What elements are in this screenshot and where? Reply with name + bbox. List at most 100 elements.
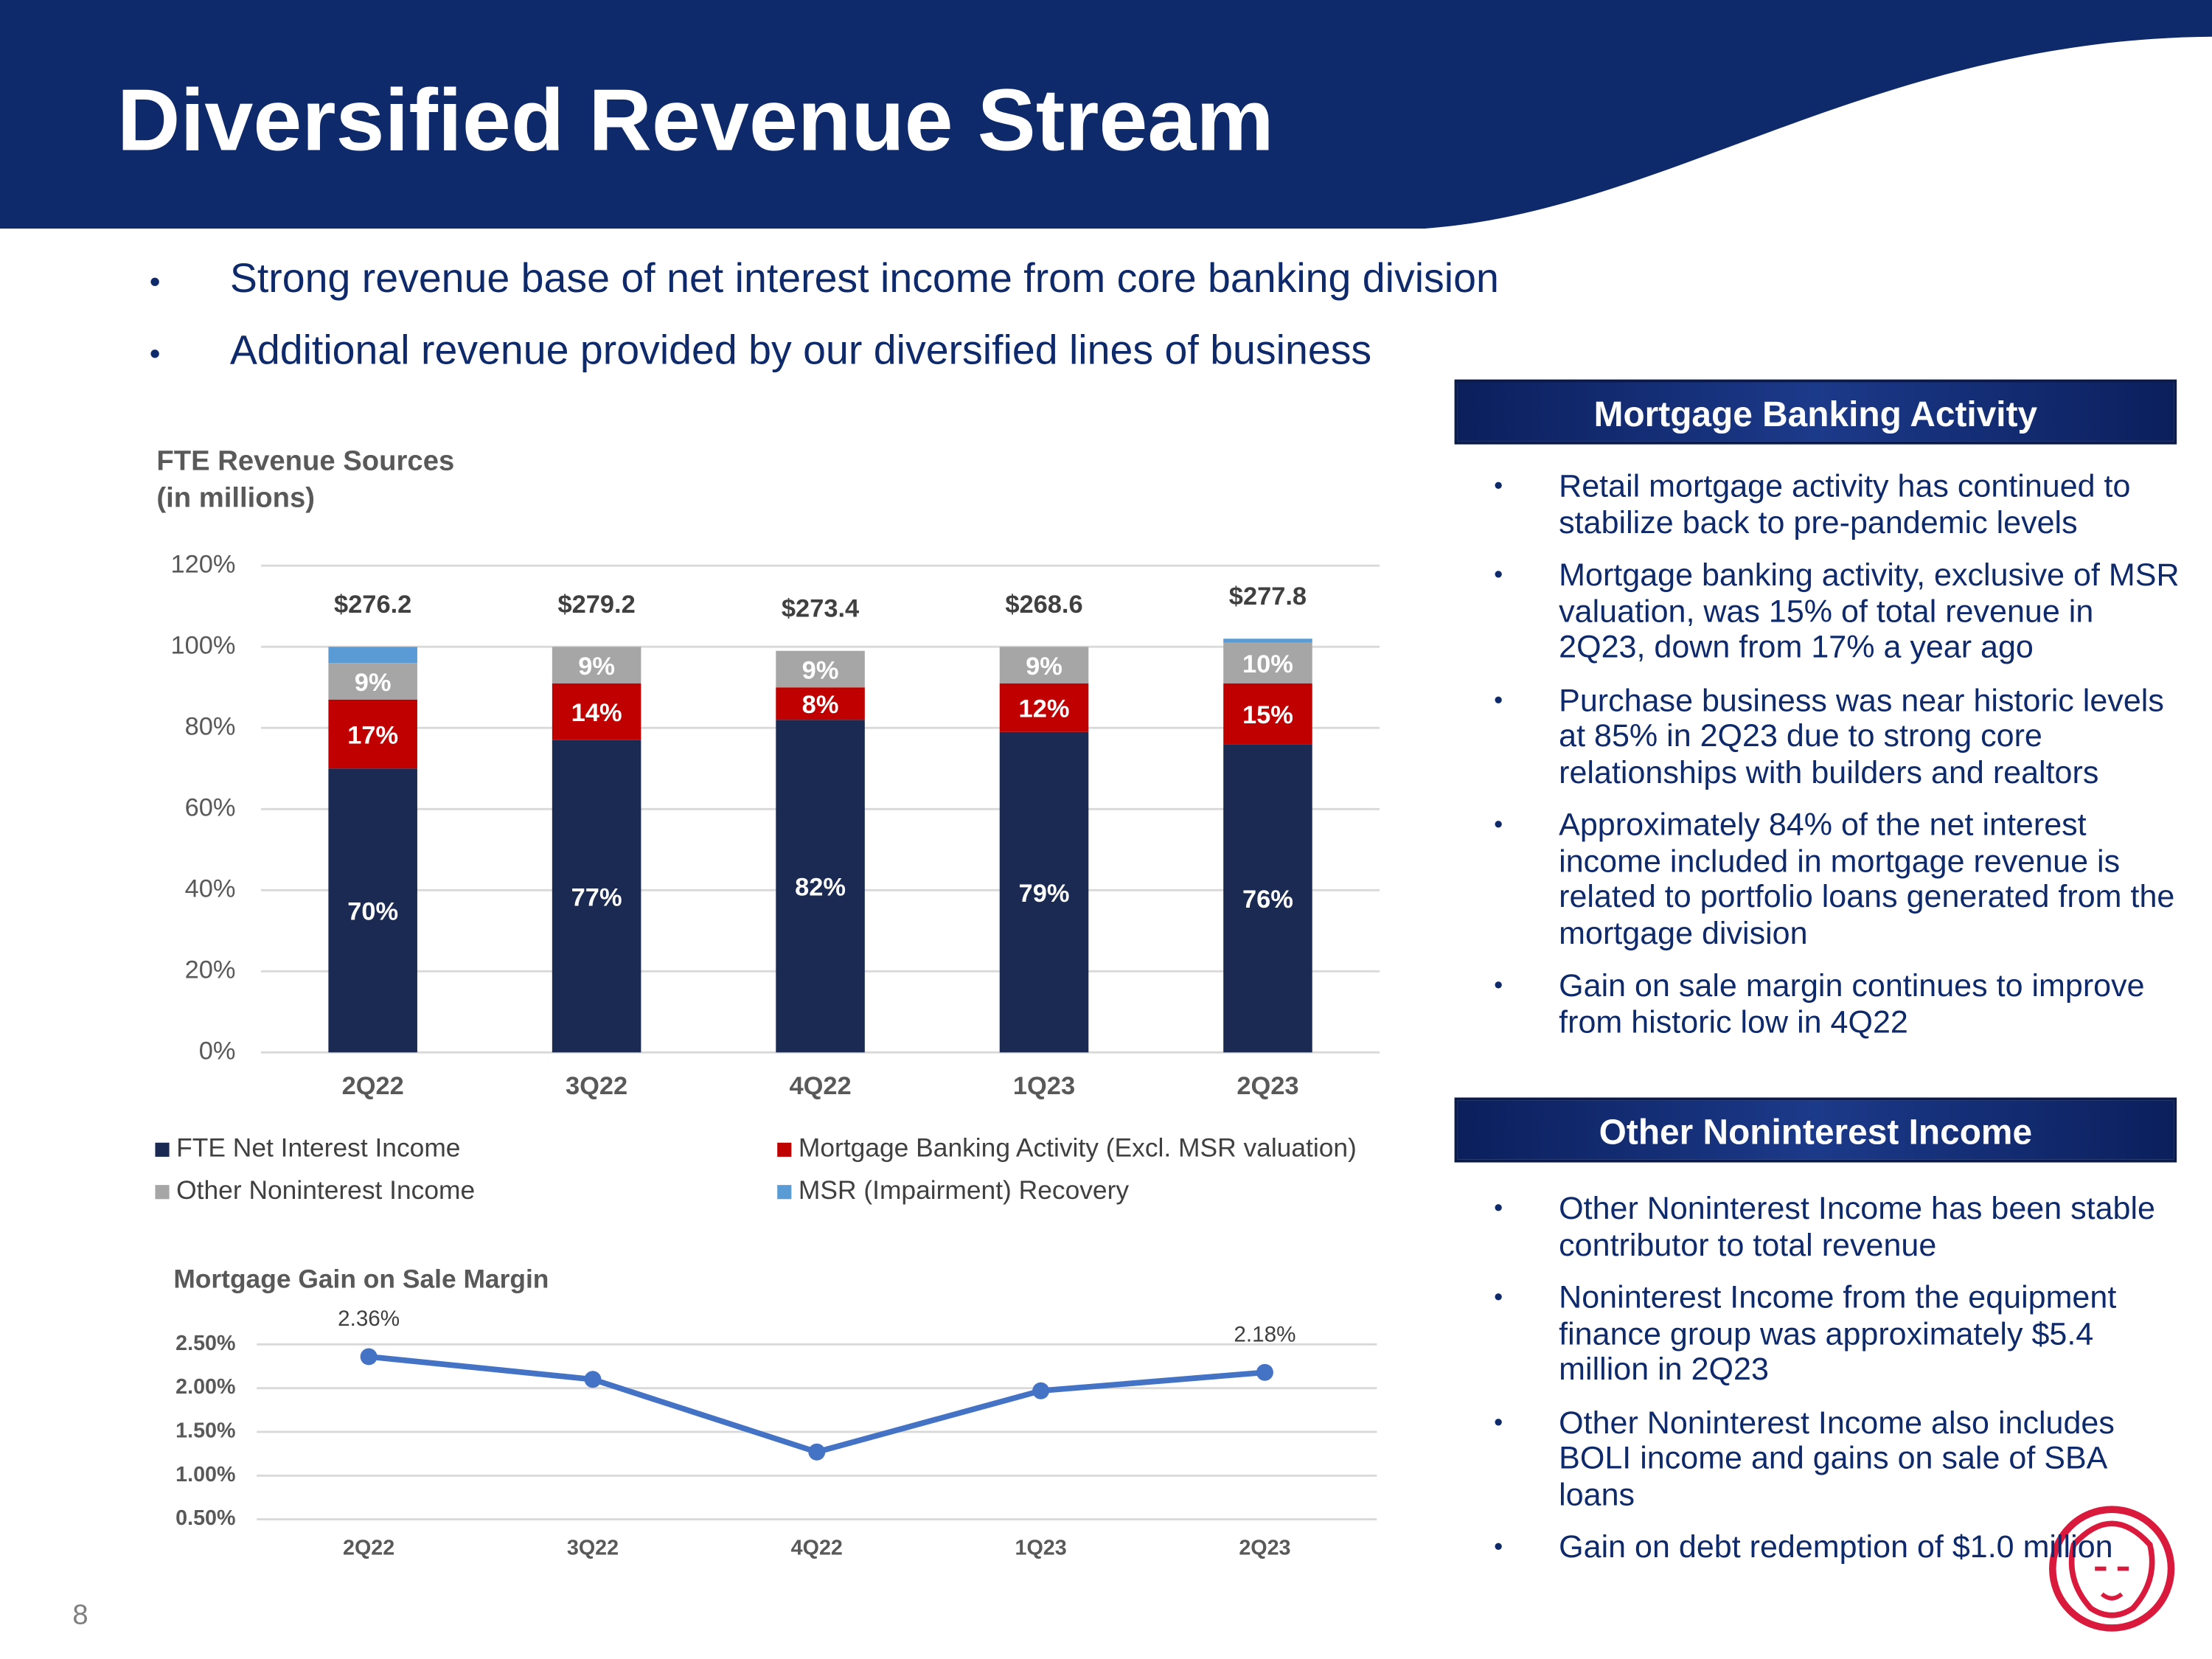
total-label: $268.6 (1005, 591, 1082, 619)
y-tick-label: 0% (199, 1037, 236, 1065)
legend-label: Mortgage Banking Activity (Excl. MSR val… (799, 1134, 1357, 1163)
data-label: 9% (1026, 653, 1062, 681)
y-tick-label: 2.00% (175, 1375, 235, 1399)
page-number: 8 (72, 1599, 88, 1631)
data-label: 14% (571, 699, 622, 727)
total-label: $279.2 (557, 591, 635, 619)
bar-segment (999, 731, 1089, 1053)
line-marker (584, 1371, 602, 1388)
bar-segment (1223, 683, 1312, 745)
x-tick-label: 2Q23 (1239, 1536, 1290, 1559)
data-label: 15% (1242, 701, 1293, 729)
data-label: 79% (1019, 880, 1070, 908)
intro-bullets: • Strong revenue base of net interest inc… (141, 257, 1499, 400)
data-label: 12% (1019, 695, 1070, 723)
bar-segment (328, 663, 417, 700)
bullet-dot: • (1494, 970, 1503, 999)
total-label: $273.4 (782, 594, 859, 622)
bullet-text: Other Noninterest Income has been stable… (1559, 1190, 2155, 1262)
bullet-dot: • (1494, 471, 1503, 500)
bullet-text: Strong revenue base of net interest inco… (229, 257, 1499, 302)
y-tick-label: 120% (170, 550, 235, 578)
data-label: 2.36% (338, 1307, 400, 1331)
slide-title: Diversified Revenue Stream (117, 72, 1274, 170)
data-label: 82% (795, 874, 846, 902)
data-label: 17% (347, 721, 398, 749)
bar-segment (328, 699, 417, 769)
panel-bullets: • Other Noninterest Income has been stabl… (1474, 1191, 2186, 1582)
x-tick-label: 3Q22 (566, 1072, 627, 1100)
bar-segment (328, 768, 417, 1053)
bullet-dot: • (1494, 1407, 1503, 1436)
chart-subtitle: (in millions) (156, 481, 315, 513)
legend-swatch (155, 1142, 170, 1157)
y-tick-label: 2.50% (175, 1332, 235, 1355)
bar-segment (1223, 744, 1312, 1053)
y-tick-label: 0.50% (175, 1506, 235, 1530)
panel-header: Mortgage Banking Activity (1454, 379, 2177, 445)
legend-swatch (777, 1142, 792, 1157)
bullet-text: Retail mortgage activity has continued t… (1559, 468, 2131, 540)
bullet-text: Additional revenue provided by our diver… (229, 328, 1372, 375)
line-series (368, 1354, 1265, 1455)
bullet-item: • Gain on debt redemption of $1.0 million (1474, 1529, 2186, 1565)
data-label: 10% (1242, 650, 1293, 678)
legend-label: FTE Net Interest Income (176, 1134, 460, 1163)
panel-header: Other Noninterest Income (1454, 1097, 2177, 1163)
header-band (0, 0, 2212, 229)
y-tick-label: 20% (185, 956, 236, 984)
y-tick-label: 40% (185, 874, 236, 902)
bullet-item: • Purchase business was near historic lev… (1474, 682, 2186, 790)
x-tick-label: 2Q23 (1237, 1072, 1298, 1100)
data-label: 77% (571, 883, 622, 911)
bullet-dot: • (1494, 1531, 1503, 1561)
bar-segment (776, 687, 865, 720)
data-label: 70% (347, 898, 398, 926)
line-marker (1256, 1363, 1273, 1381)
y-tick-label: 60% (185, 793, 236, 821)
bullet-item: • Other Noninterest Income also includes … (1474, 1405, 2186, 1512)
logo (2049, 1506, 2175, 1632)
bullet-item: • Approximately 84% of the net interest i… (1474, 807, 2186, 950)
y-tick-label: 100% (170, 631, 235, 659)
bar-segment (776, 650, 865, 688)
bullet-dot: • (1494, 684, 1503, 714)
x-tick-label: 2Q22 (342, 1072, 404, 1100)
data-label: 2.18% (1234, 1322, 1295, 1346)
line-marker (808, 1443, 826, 1461)
bullet-text: Noninterest Income from the equipment fi… (1559, 1279, 2117, 1387)
bar-segment (1223, 642, 1312, 684)
x-tick-label: 4Q22 (791, 1536, 843, 1559)
bullet-text: Other Noninterest Income also includes B… (1559, 1404, 2115, 1512)
total-label: $276.2 (334, 591, 411, 619)
bar-segment (1223, 639, 1312, 643)
bullet-item: • Noninterest Income from the equipment f… (1474, 1279, 2186, 1387)
data-label: 8% (802, 691, 839, 719)
chart-title: FTE Revenue Sources (156, 445, 454, 477)
legend-swatch (777, 1185, 792, 1200)
bullet-text: Approximately 84% of the net interest in… (1559, 807, 2175, 950)
bar-segment (999, 683, 1089, 732)
x-tick-label: 2Q22 (343, 1536, 394, 1559)
legend-swatch (155, 1185, 170, 1200)
x-tick-label: 3Q22 (567, 1536, 619, 1559)
data-label: 76% (1242, 886, 1293, 914)
bar-segment (328, 647, 417, 664)
bar-segment (776, 720, 865, 1053)
bullet-text: Purchase business was near historic leve… (1559, 682, 2164, 790)
legend-label: MSR (Impairment) Recovery (799, 1176, 1129, 1205)
bullet-item: • Strong revenue base of net interest inc… (141, 257, 1499, 329)
y-tick-label: 1.00% (175, 1463, 235, 1486)
bullet-text: Gain on debt redemption of $1.0 million (1559, 1528, 2113, 1565)
y-tick-label: 1.50% (175, 1419, 235, 1443)
bullet-item: • Other Noninterest Income has been stabl… (1474, 1191, 2186, 1263)
panel-bullets: • Retail mortgage activity has continued … (1474, 468, 2186, 1057)
bullet-text: Gain on sale margin continues to improve… (1559, 967, 2145, 1040)
bullet-dot: • (1494, 560, 1503, 588)
bullet-text: Mortgage banking activity, exclusive of … (1559, 557, 2180, 665)
bullet-dot: • (1494, 1193, 1503, 1222)
bullet-item: • Retail mortgage activity has continued … (1474, 468, 2186, 540)
